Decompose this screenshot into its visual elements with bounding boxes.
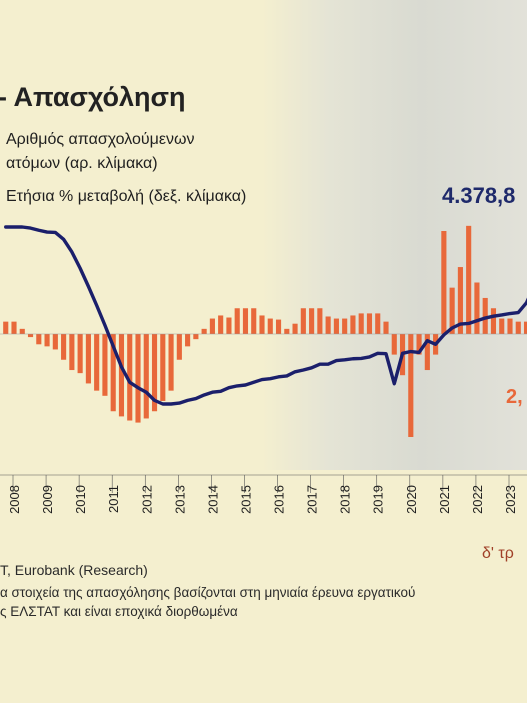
chart: 2008 2009 2010 2011 2012 2013 2014 2015 2016 2017…	[0, 225, 527, 514]
bar-change	[168, 334, 174, 391]
bar-change	[457, 267, 463, 334]
bar-change	[44, 334, 50, 347]
bar-change	[375, 313, 381, 334]
bar-change	[193, 334, 199, 340]
note-line-1: α στοιχεία της απασχόλησης βασίζονται στ…	[0, 585, 416, 600]
bar-change	[151, 334, 158, 412]
bar-change	[358, 313, 364, 334]
bar-change	[342, 318, 348, 334]
last-change-label: 2,	[506, 386, 523, 408]
legend-line-label-2: ατόμων (αρ. κλίμακα)	[6, 155, 158, 172]
x-tick-label: 2017	[305, 485, 320, 514]
bar-change	[185, 334, 191, 347]
bar-change	[143, 334, 149, 419]
x-tick-label: 2023	[503, 485, 518, 514]
bar-change	[515, 321, 521, 334]
x-tick-label: 2019	[371, 485, 386, 514]
bar-change	[201, 328, 207, 334]
bar-change	[36, 334, 42, 345]
bar-change	[325, 316, 331, 334]
bar-change	[127, 334, 133, 421]
last-employment-label: 4.378,8	[442, 183, 516, 208]
x-tick-label: 2015	[238, 485, 253, 514]
bar-change	[383, 321, 389, 334]
bar-change	[449, 287, 455, 334]
bar-change	[523, 321, 527, 334]
x-tick-label: 2013	[172, 485, 187, 514]
bars-layer	[3, 225, 527, 437]
bar-change	[499, 318, 505, 334]
bar-change	[94, 334, 100, 391]
bar-change	[27, 334, 34, 338]
bar-change	[474, 282, 480, 334]
bar-change	[275, 319, 282, 334]
x-tick-label: 2011	[106, 485, 121, 513]
bar-change	[292, 323, 298, 334]
x-tick-label: 2021	[437, 485, 452, 514]
bar-change	[416, 334, 422, 355]
bar-change	[366, 313, 373, 334]
bar-change	[160, 334, 166, 401]
note-line-2: ς ΕΛΣΤΑΤ και είναι εποχικά διορθωμένα	[0, 604, 238, 619]
bar-change	[3, 321, 9, 334]
bar-change	[110, 334, 116, 412]
bar-change	[19, 328, 25, 334]
bar-change	[135, 334, 141, 423]
bar-change	[259, 315, 265, 334]
bar-change	[466, 225, 472, 334]
bar-change	[61, 334, 67, 360]
legend-bar-label: Ετήσια % μεταβολή (δεξ. κλίμακα)	[6, 188, 247, 205]
x-tick-label: 2014	[205, 485, 220, 514]
bar-change	[284, 328, 290, 334]
background-photo	[262, 0, 527, 470]
x-tick-label: 2010	[73, 485, 88, 514]
bar-change	[251, 308, 257, 334]
x-ticks: 2008 2009 2010 2011 2012 2013 2014 2015 2016 2017…	[7, 475, 518, 514]
x-tick-label: 2020	[404, 485, 419, 514]
x-tick-label: 2012	[139, 485, 154, 514]
bar-change	[424, 334, 430, 371]
bar-change	[391, 334, 397, 355]
bar-change	[408, 334, 414, 437]
bar-change	[482, 297, 488, 334]
bar-change	[333, 318, 339, 334]
bar-change	[102, 334, 108, 396]
bar-change	[441, 231, 447, 334]
source-text: T, Eurobank (Research)	[0, 562, 148, 578]
bar-change	[309, 308, 315, 334]
bar-change	[226, 317, 232, 334]
bar-change	[317, 308, 323, 334]
bar-change	[507, 318, 513, 334]
bar-change	[209, 318, 215, 334]
x-tick-label: 2018	[338, 485, 353, 514]
period-label: δ' τρ	[482, 545, 514, 562]
bar-change	[490, 308, 497, 334]
bar-change	[218, 315, 224, 334]
bar-change	[242, 308, 249, 334]
bar-change	[267, 318, 273, 334]
bar-change	[118, 334, 125, 417]
bar-change	[234, 308, 240, 334]
bar-change	[85, 334, 91, 384]
bar-change	[52, 334, 58, 350]
bar-change	[11, 321, 17, 334]
chart-title: - Απασχόληση	[0, 82, 186, 112]
x-tick-label: 2022	[470, 485, 485, 514]
bar-change	[350, 315, 356, 334]
x-tick-label: 2016	[272, 485, 287, 514]
x-tick-label: 2009	[40, 485, 55, 514]
x-tick-label: 2008	[7, 485, 22, 514]
bar-change	[300, 308, 306, 334]
bar-change	[77, 334, 83, 374]
bar-change	[176, 334, 182, 360]
legend-line-label-1: Αριθμός απασχολούμενων	[6, 131, 195, 148]
employment-line	[4, 225, 527, 406]
bar-change	[69, 334, 75, 371]
